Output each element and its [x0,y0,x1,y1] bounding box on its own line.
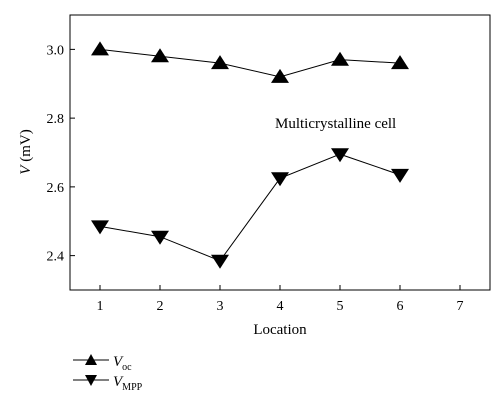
data-point-oc-triangle-up-icon [151,48,169,63]
x-tick-label: 3 [217,299,224,314]
annotation: Multicrystalline cell [275,116,396,132]
x-axis-title: Location [253,322,307,338]
y-axis-title-var: V [18,164,34,175]
y-tick-label: 3.0 [47,43,65,58]
series-line-mpp [99,153,401,262]
x-tick-label: 7 [457,299,464,314]
legend-label-vmpp: VMPP [113,374,143,393]
data-point-mpp-triangle-down-icon [331,148,349,163]
data-point-mpp-triangle-down-icon [91,220,109,235]
data-point-oc-triangle-up-icon [91,41,109,56]
data-point-oc-triangle-up-icon [271,68,289,83]
y-tick-label: 2.4 [47,250,65,265]
legend-marker-triangle-down-icon [85,375,97,386]
data-point-mpp-triangle-down-icon [391,168,409,183]
plot-frame [69,14,491,291]
data-point-mpp-triangle-down-icon [211,254,229,269]
y-tick-label: 2.8 [47,112,65,127]
x-tick-label: 2 [157,299,164,314]
series-layer [91,41,409,269]
y-axis-title-unit: (mV) [18,129,34,165]
legend-item-vmpp: VMPP [73,374,143,393]
legend-marker-triangle-up-icon [85,354,97,365]
series-line-oc [99,48,401,78]
data-point-oc-triangle-up-icon [331,51,349,66]
legend-item-voc: Voc [73,354,132,373]
x-tick-label: 1 [97,299,104,314]
x-tick-label: 4 [277,299,284,314]
x-tick-label: 5 [337,299,344,314]
y-tick-label: 2.6 [47,181,65,196]
data-point-mpp-triangle-down-icon [151,230,169,245]
legend-label-voc: Voc [113,354,132,373]
y-axis-title: V (mV) [18,129,34,174]
y-axis-ticks: 2.4 2.6 2.8 3.0 [47,43,75,265]
data-point-oc-triangle-up-icon [391,55,409,70]
x-axis-ticks: 1 2 3 4 5 6 7 [97,285,464,314]
x-tick-label: 6 [397,299,404,314]
legend: Voc VMPP [73,354,143,393]
data-point-oc-triangle-up-icon [211,55,229,70]
data-point-mpp-triangle-down-icon [271,172,289,187]
